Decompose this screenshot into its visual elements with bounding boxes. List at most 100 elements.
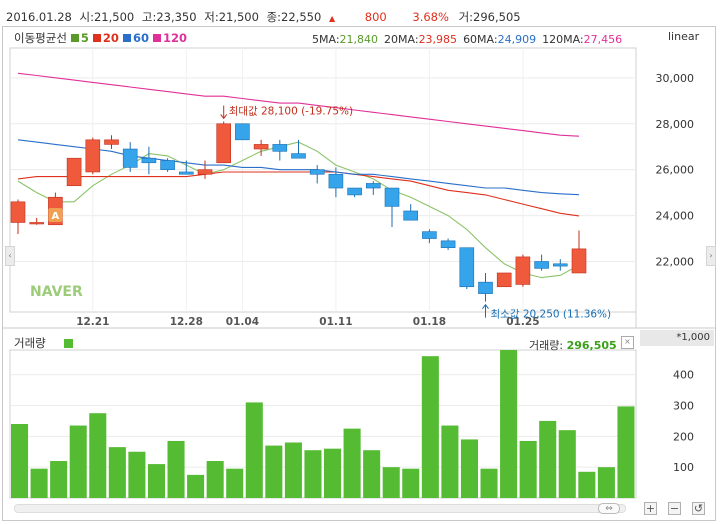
candle-body[interactable] xyxy=(10,201,26,223)
candle-body[interactable] xyxy=(29,222,45,225)
ma-legend: 이동평균선 5 20 60 120 xyxy=(14,30,187,46)
ma60-legend-label: 60 xyxy=(132,31,149,45)
candle-body[interactable] xyxy=(235,123,250,141)
ma-value-label: 5MA: xyxy=(312,33,340,46)
summary-change-pct: 3.68% xyxy=(412,10,449,24)
volume-bar[interactable] xyxy=(597,467,615,498)
price-tick-label: 30,000 xyxy=(656,72,695,85)
candle-body[interactable] xyxy=(216,123,231,164)
scroll-right-icon[interactable]: › xyxy=(706,246,716,266)
price-tick-label: 26,000 xyxy=(656,164,695,177)
volume-color-swatch xyxy=(63,339,73,348)
candle-body[interactable] xyxy=(440,240,456,249)
summary-close: 종:22,550 xyxy=(266,10,322,24)
volume-bar[interactable] xyxy=(147,464,165,498)
volume-tick-label: 100 xyxy=(673,461,694,474)
volume-bar[interactable] xyxy=(284,442,302,499)
candle-body[interactable] xyxy=(253,144,269,150)
volume-panel xyxy=(9,349,637,499)
volume-bar[interactable] xyxy=(558,430,576,498)
candle-body[interactable] xyxy=(365,183,381,189)
min-arrow-icon xyxy=(482,303,489,318)
volume-bar[interactable] xyxy=(69,425,87,498)
candle-body[interactable] xyxy=(478,281,493,294)
ma120-swatch xyxy=(152,34,161,42)
volume-bar[interactable] xyxy=(89,413,107,498)
candle-body[interactable] xyxy=(496,272,512,288)
volume-bar[interactable] xyxy=(50,461,68,498)
volume-bar[interactable] xyxy=(167,440,185,498)
ma-value: 27,456 xyxy=(583,33,623,46)
date-tick-label: 01.25 xyxy=(506,316,539,328)
candle-body[interactable] xyxy=(66,157,82,187)
candle-body[interactable] xyxy=(534,261,549,269)
volume-bar[interactable] xyxy=(226,468,244,498)
event-marker[interactable] xyxy=(48,208,63,222)
candle-body[interactable] xyxy=(422,231,437,239)
volume-legend-label: 거래량 xyxy=(14,336,46,350)
candle-body[interactable] xyxy=(384,187,400,207)
candle-body[interactable] xyxy=(328,173,344,189)
price-panel xyxy=(9,47,637,313)
summary-change: 800 xyxy=(364,10,387,24)
candle-body[interactable] xyxy=(272,144,288,152)
ma5-legend-label: 5 xyxy=(80,31,89,45)
candle-body[interactable] xyxy=(459,247,475,288)
volume-bar[interactable] xyxy=(460,439,478,498)
ma-value-label: 60MA: xyxy=(463,33,498,46)
candle-body[interactable] xyxy=(552,263,568,267)
ma20-swatch xyxy=(92,34,101,42)
zoom-in-button[interactable]: + xyxy=(644,502,657,515)
volume-bar[interactable] xyxy=(187,474,205,498)
candle-body[interactable] xyxy=(347,187,362,196)
volume-bar[interactable] xyxy=(539,420,557,498)
price-tick-label: 22,000 xyxy=(656,255,695,268)
candle-body[interactable] xyxy=(85,139,101,173)
candle-body[interactable] xyxy=(309,169,325,175)
reset-button[interactable]: ↺ xyxy=(692,502,705,515)
ma120-line xyxy=(17,72,580,137)
candle-body[interactable] xyxy=(571,248,587,274)
candle-body[interactable] xyxy=(160,160,175,170)
volume-bar[interactable] xyxy=(421,356,439,498)
volume-bar[interactable] xyxy=(265,445,283,498)
chart-scrollbar[interactable] xyxy=(14,504,626,513)
volume-bar[interactable] xyxy=(206,461,224,498)
ma5-swatch xyxy=(70,34,79,42)
candle-body[interactable] xyxy=(197,169,213,175)
volume-bar[interactable] xyxy=(480,468,498,498)
volume-bar[interactable] xyxy=(578,471,596,498)
candle-body[interactable] xyxy=(122,148,138,168)
candle-body[interactable] xyxy=(291,153,306,159)
volume-bar[interactable] xyxy=(30,468,48,498)
volume-bar[interactable] xyxy=(363,450,381,498)
date-tick-label: 01.11 xyxy=(319,316,352,328)
volume-bar[interactable] xyxy=(304,450,322,498)
volume-bar[interactable] xyxy=(324,448,342,498)
volume-bar[interactable] xyxy=(11,424,29,498)
scroll-handle-icon[interactable]: ⇔ xyxy=(598,503,620,514)
candle-body[interactable] xyxy=(141,157,157,164)
date-tick-label: 12.21 xyxy=(76,316,109,328)
volume-bar[interactable] xyxy=(245,402,263,498)
volume-bar[interactable] xyxy=(382,467,400,498)
close-icon[interactable]: × xyxy=(621,336,634,349)
volume-bar[interactable] xyxy=(519,440,537,498)
volume-bar[interactable] xyxy=(128,451,146,498)
candle-body[interactable] xyxy=(403,210,419,221)
zoom-out-button[interactable]: − xyxy=(668,502,681,515)
candle-body[interactable] xyxy=(179,171,194,175)
volume-bar[interactable] xyxy=(402,468,420,498)
candle-body[interactable] xyxy=(104,139,119,145)
volume-bar[interactable] xyxy=(441,425,459,498)
volume-bar[interactable] xyxy=(500,350,518,498)
volume-current-value: 296,505 xyxy=(566,339,617,352)
scale-toggle[interactable]: linear xyxy=(668,30,700,43)
date-tick-label: 01.04 xyxy=(226,316,259,328)
volume-bar[interactable] xyxy=(343,428,361,498)
scroll-left-icon[interactable]: ‹ xyxy=(5,246,15,266)
volume-bar[interactable] xyxy=(108,447,126,498)
volume-legend: 거래량 xyxy=(14,335,73,351)
volume-bar[interactable] xyxy=(617,406,635,498)
candle-body[interactable] xyxy=(515,256,531,285)
